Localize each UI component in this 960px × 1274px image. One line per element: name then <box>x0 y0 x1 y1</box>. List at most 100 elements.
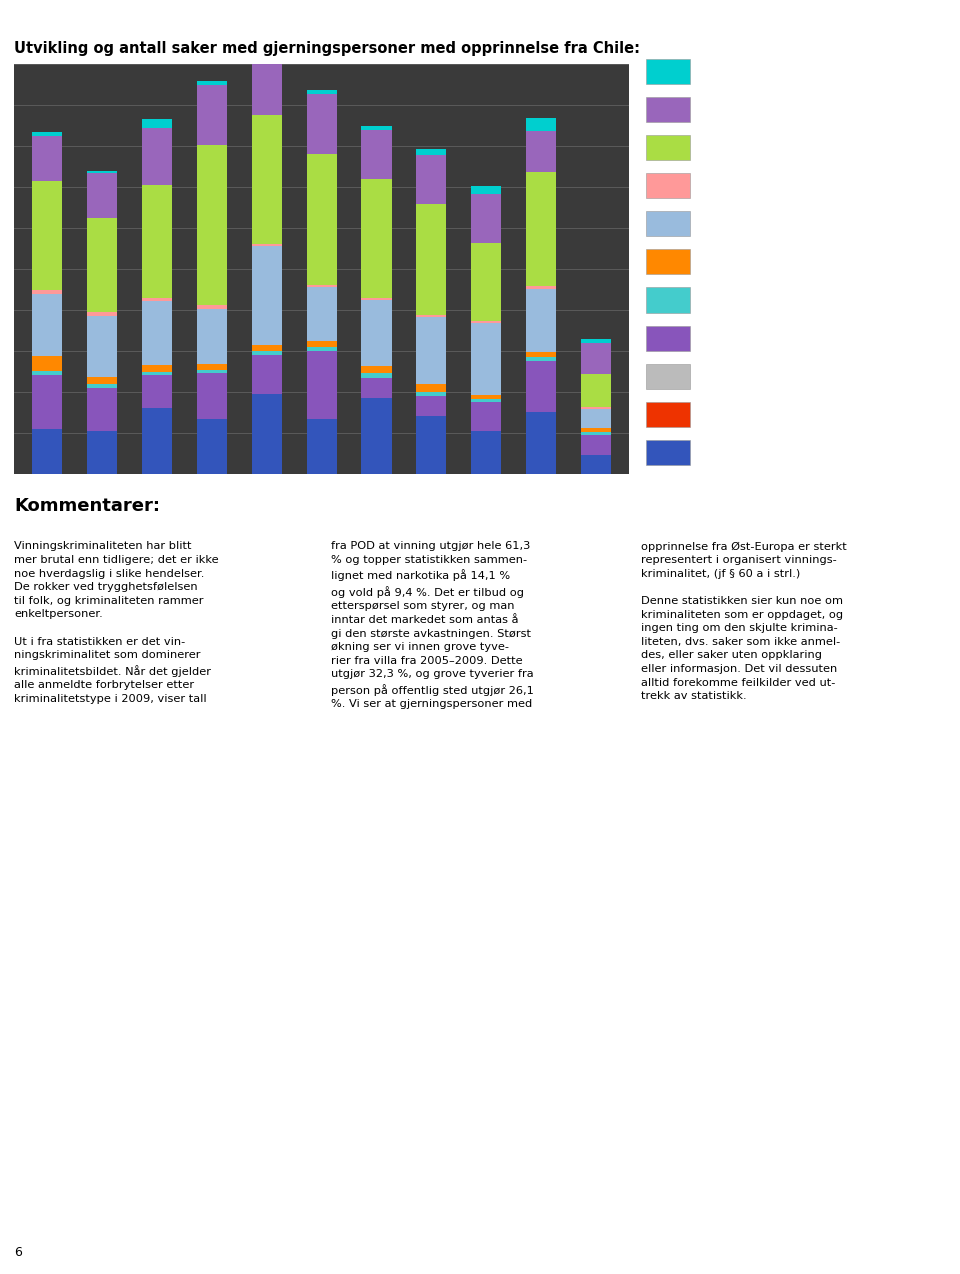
Bar <box>33 136 62 181</box>
Bar <box>197 144 227 304</box>
Text: Kommentarer:: Kommentarer: <box>14 497 160 515</box>
Bar <box>87 218 117 312</box>
Bar <box>581 373 611 406</box>
Text: ØKONOMI: ØKONOMI <box>703 66 756 75</box>
Text: SEDELIGHET: SEDELIGHET <box>703 296 769 304</box>
Bar <box>33 294 62 355</box>
Bar <box>142 127 172 185</box>
Bar <box>581 409 611 428</box>
Bar <box>471 186 501 194</box>
Bar <box>87 312 117 316</box>
Bar <box>581 428 611 432</box>
Bar <box>87 431 117 474</box>
Bar <box>417 315 446 317</box>
Bar <box>142 408 172 474</box>
Bar <box>33 355 62 372</box>
Bar <box>361 126 392 130</box>
Bar <box>526 413 556 474</box>
Bar <box>417 417 446 474</box>
Bar <box>417 396 446 417</box>
FancyBboxPatch shape <box>646 173 690 199</box>
Bar <box>526 118 556 130</box>
Bar <box>526 288 556 352</box>
Bar <box>306 347 337 350</box>
Bar <box>87 173 117 218</box>
Bar <box>197 373 227 419</box>
Bar <box>33 376 62 429</box>
Bar <box>197 85 227 144</box>
Bar <box>306 419 337 474</box>
Text: ANNEN: ANNEN <box>703 448 741 457</box>
FancyBboxPatch shape <box>646 326 690 350</box>
Bar <box>581 432 611 434</box>
Bar <box>252 394 282 474</box>
Bar <box>142 120 172 127</box>
Text: SKADEVERK: SKADEVERK <box>703 257 767 266</box>
Bar <box>361 397 392 474</box>
Bar <box>526 130 556 172</box>
Bar <box>87 171 117 173</box>
Bar <box>306 154 337 285</box>
Bar <box>33 290 62 294</box>
Bar <box>581 339 611 343</box>
FancyBboxPatch shape <box>646 211 690 236</box>
Bar <box>87 377 117 385</box>
Bar <box>142 376 172 408</box>
Bar <box>197 371 227 373</box>
Bar <box>252 0 282 115</box>
Bar <box>197 308 227 364</box>
Bar <box>142 185 172 298</box>
FancyBboxPatch shape <box>646 401 690 427</box>
Bar <box>526 352 556 357</box>
Text: VINNING: VINNING <box>703 143 749 152</box>
Bar <box>471 194 501 243</box>
Bar <box>581 456 611 474</box>
Bar <box>471 431 501 474</box>
Bar <box>306 350 337 419</box>
Bar <box>526 172 556 287</box>
Bar <box>306 340 337 347</box>
Text: fra POD at vinning utgjør hele 61,3
% og topper statistikken sammen-
lignet med : fra POD at vinning utgjør hele 61,3 % og… <box>331 541 534 710</box>
Bar <box>417 154 446 204</box>
Bar <box>306 287 337 340</box>
Bar <box>33 132 62 136</box>
Bar <box>252 245 282 246</box>
Text: 6: 6 <box>14 1246 22 1259</box>
Bar <box>471 403 501 431</box>
Bar <box>33 429 62 474</box>
Bar <box>252 355 282 394</box>
Bar <box>197 304 227 308</box>
Bar <box>361 366 392 373</box>
Bar <box>142 372 172 376</box>
Bar <box>471 399 501 403</box>
FancyBboxPatch shape <box>646 97 690 122</box>
Bar <box>142 301 172 364</box>
Bar <box>142 298 172 301</box>
Bar <box>526 361 556 413</box>
Bar <box>581 406 611 409</box>
Bar <box>252 350 282 355</box>
Bar <box>87 385 117 387</box>
Bar <box>581 343 611 373</box>
Bar <box>252 115 282 245</box>
Bar <box>581 434 611 456</box>
Bar <box>361 180 392 298</box>
Bar <box>361 130 392 180</box>
FancyBboxPatch shape <box>646 250 690 274</box>
Bar <box>361 377 392 397</box>
Text: TRAFIKK: TRAFIKK <box>703 219 749 228</box>
FancyBboxPatch shape <box>646 440 690 465</box>
Bar <box>252 246 282 345</box>
Bar <box>197 82 227 85</box>
Text: UNDERSØKELSESSAKER: UNDERSØKELSESSAKER <box>703 181 829 190</box>
Bar <box>252 345 282 350</box>
Bar <box>471 321 501 324</box>
Bar <box>417 385 446 392</box>
Bar <box>87 316 117 377</box>
Bar <box>361 373 392 377</box>
Bar <box>417 204 446 315</box>
Bar <box>526 287 556 288</box>
FancyBboxPatch shape <box>646 363 690 389</box>
Bar <box>471 243 501 321</box>
Bar <box>197 419 227 474</box>
